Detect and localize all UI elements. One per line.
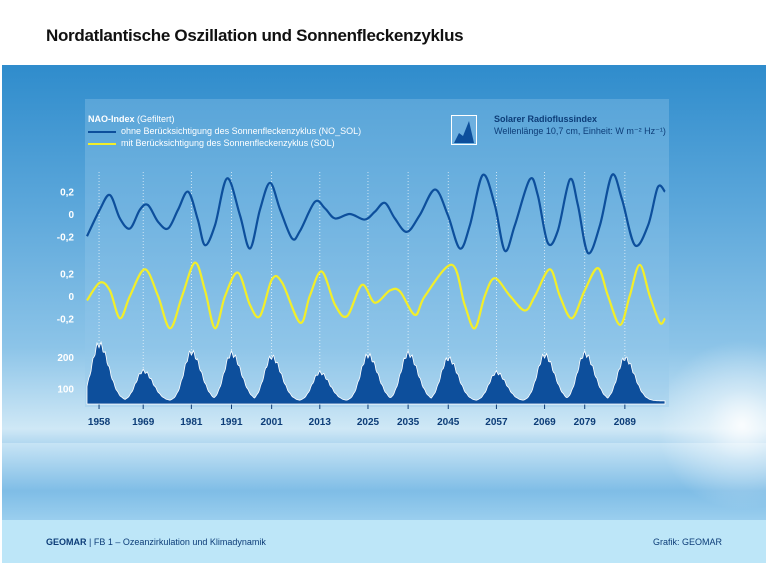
mountain-icon [451, 115, 477, 145]
legend-heading-note: (Gefiltert) [137, 114, 175, 124]
y-tick-label: 0,2 [60, 188, 74, 199]
legend-swatch-no-sol [88, 130, 116, 133]
y-tick-label: 0 [68, 210, 74, 221]
x-tick-label: 2089 [614, 417, 637, 428]
y-tick-label: -0,2 [57, 314, 75, 325]
legend-nao: NAO-Index (Gefiltert) ohne Berücksichtig… [88, 113, 361, 149]
page-title: Nordatlantische Oszillation und Sonnenfl… [46, 26, 464, 45]
x-tick-label: 2069 [533, 417, 556, 428]
series-no-sol [86, 173, 666, 255]
background-scene [2, 65, 766, 520]
sea [2, 443, 766, 520]
legend-flux: Solarer Radioflussindex Wellenlänge 10,7… [494, 113, 666, 137]
x-tick-label: 2013 [309, 417, 332, 428]
y-tick-label: 200 [57, 353, 74, 364]
x-tick-label: 1981 [180, 417, 203, 428]
footer-org: GEOMAR [46, 537, 87, 547]
x-tick-label: 2025 [357, 417, 380, 428]
chart-panel [85, 99, 669, 407]
x-tick-label: 2057 [485, 417, 508, 428]
x-tick-label: 2001 [261, 417, 284, 428]
legend-swatch-sol [88, 142, 116, 145]
series-sol [86, 261, 666, 330]
x-tick-label: 2035 [397, 417, 420, 428]
x-tick-label: 1958 [88, 417, 111, 428]
x-tick-label: 1991 [220, 417, 243, 428]
y-tick-label: 0,2 [60, 270, 74, 281]
y-tick-label: -0,2 [57, 232, 75, 243]
legend-sol: mit Berücksichtigung des Sonnenfleckenzy… [121, 138, 335, 148]
x-tick-label: 2079 [574, 417, 597, 428]
legend-flux-title: Solarer Radioflussindex [494, 114, 598, 124]
footer: GEOMAR | FB 1 – Ozeanzirkulation und Kli… [2, 520, 766, 563]
x-tick-label: 1969 [132, 417, 155, 428]
legend-heading: NAO-Index [88, 114, 135, 124]
footer-dept: | FB 1 – Ozeanzirkulation und Klimadynam… [86, 537, 266, 547]
legend-no-sol: ohne Berücksichtigung des Sonnenfleckenz… [121, 126, 362, 136]
y-tick-label: 100 [57, 384, 74, 395]
footer-credit: Grafik: GEOMAR [652, 537, 722, 547]
legend-flux-sub: Wellenlänge 10,7 cm, Einheit: W m⁻² Hz⁻¹… [494, 126, 666, 136]
x-tick-label: 2045 [437, 417, 460, 428]
flux-area [86, 340, 666, 405]
y-tick-label: 0 [68, 292, 74, 303]
